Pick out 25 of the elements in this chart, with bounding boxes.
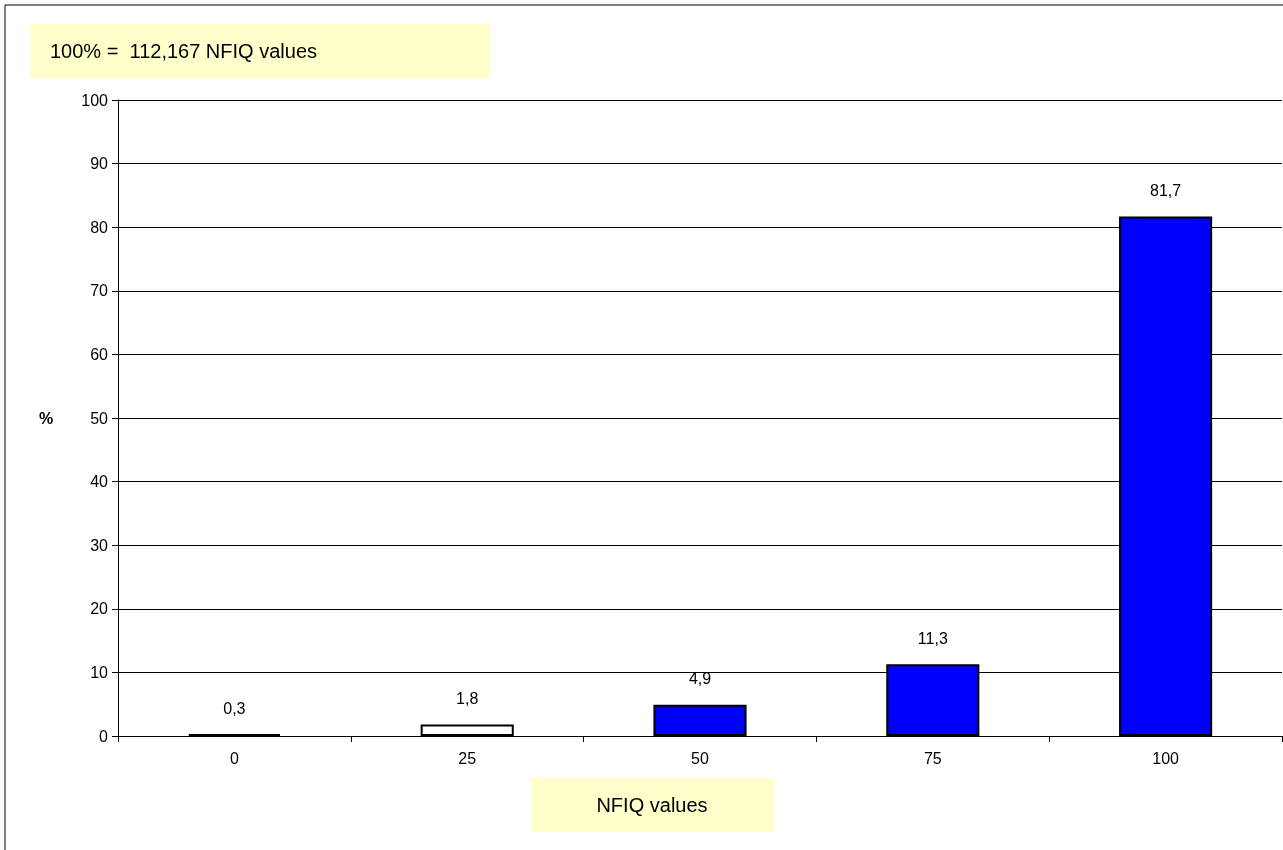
x-tick-label: 75	[923, 749, 942, 767]
y-tick-label: 80	[90, 218, 109, 236]
data-label: 0,3	[223, 699, 246, 717]
x-tick-label: 100	[1152, 749, 1180, 767]
y-tick-label: 40	[90, 473, 109, 491]
x-tick-label: 50	[691, 749, 709, 767]
y-tick-label: 30	[90, 536, 109, 554]
bar	[420, 724, 514, 736]
y-tick-label: 100	[81, 91, 109, 109]
y-tick-label: 0	[99, 727, 109, 745]
bar	[653, 704, 747, 736]
y-tick-label: 70	[90, 282, 109, 300]
y-tick-label: 60	[90, 345, 109, 363]
x-tick-label: 25	[458, 749, 477, 767]
y-tick-label: 20	[90, 600, 109, 618]
x-tick-label: 0	[229, 749, 239, 767]
x-axis-title: NFIQ values	[596, 794, 708, 816]
chart-title: 100% = 112,167 NFIQ values	[50, 40, 318, 62]
y-tick-label: 90	[90, 155, 109, 173]
data-label: 1,8	[456, 690, 479, 708]
y-axis-title: %	[39, 409, 54, 427]
y-tick-label: 10	[90, 663, 109, 681]
data-label: 81,7	[1150, 181, 1182, 199]
y-tick-label: 50	[90, 409, 109, 427]
data-label: 11,3	[917, 629, 948, 647]
